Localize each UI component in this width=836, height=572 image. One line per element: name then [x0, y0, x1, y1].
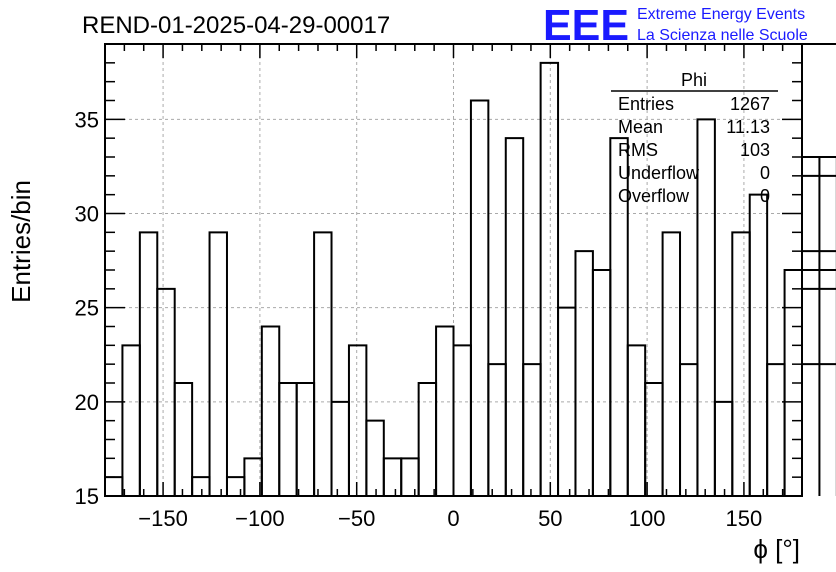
- stat-value: 11.13: [726, 117, 770, 137]
- y-tick-label: 25: [75, 296, 99, 321]
- eee-logo: EEE Extreme Energy Events La Scienza nel…: [543, 1, 808, 50]
- y-tick-label: 35: [75, 107, 99, 132]
- histogram-bin: [347, 344, 368, 496]
- histogram-bin: [557, 306, 577, 496]
- y-tick-label: 20: [75, 390, 99, 415]
- histogram-bin: [121, 344, 141, 496]
- histogram-bin: [208, 231, 228, 496]
- histogram-bin: [173, 382, 194, 496]
- histogram-bin: [696, 118, 716, 496]
- histogram-bin: [191, 476, 211, 496]
- histogram-bin: [504, 137, 525, 496]
- logo-line1: Extreme Energy Events: [637, 6, 805, 23]
- histogram-series: [104, 43, 836, 496]
- stat-label: Entries: [618, 94, 674, 114]
- y-tick-label: 30: [75, 202, 99, 227]
- histogram-bin: [661, 231, 682, 496]
- histogram-bin: [801, 156, 821, 496]
- histogram-bin: [295, 382, 316, 496]
- histogram-bin: [225, 476, 246, 496]
- histogram-bin: [400, 457, 420, 496]
- stat-label: Overflow: [618, 186, 690, 206]
- x-tick-labels: −150 −100 −50 0 50 100 150: [138, 506, 762, 531]
- histogram-bin: [679, 363, 699, 496]
- x-tick-label: 150: [726, 506, 763, 531]
- histogram-bin: [644, 382, 664, 496]
- histogram-bin: [382, 457, 403, 496]
- histogram-bin: [748, 193, 769, 496]
- histogram-bin: [539, 61, 560, 496]
- histogram-bin: [591, 269, 612, 496]
- histogram-bin: [260, 325, 281, 496]
- stats-box: Phi Entries 1267 Mean 11.13 RMS 103 Underflow 0…: [611, 70, 778, 206]
- histogram-bin: [731, 231, 751, 496]
- logo-line2: La Scienza nelle Scuole: [637, 27, 808, 44]
- x-tick-label: 0: [447, 506, 459, 531]
- stats-title: Phi: [681, 70, 707, 90]
- histogram-bin: [330, 400, 350, 496]
- histogram-bin: [574, 250, 594, 496]
- histogram-bin: [626, 344, 647, 496]
- stats-rows: Entries 1267 Mean 11.13 RMS 103 Underflow 0 Over…: [618, 94, 770, 206]
- histogram-bin: [522, 363, 542, 496]
- y-tick-labels: 15 20 25 30 35: [75, 107, 99, 509]
- x-tick-label: 100: [629, 506, 666, 531]
- axis-ticks: [105, 44, 802, 496]
- x-tick-label: 50: [538, 506, 562, 531]
- histogram-bin: [156, 287, 176, 496]
- stat-value: 103: [740, 140, 770, 160]
- x-tick-label: −150: [138, 506, 188, 531]
- stat-label: Underflow: [618, 163, 700, 183]
- stat-label: Mean: [618, 117, 663, 137]
- stat-value: 0: [760, 186, 770, 206]
- histogram-bin: [435, 325, 455, 496]
- histogram-bin: [609, 137, 629, 496]
- x-tick-label: −100: [235, 506, 285, 531]
- x-axis-label: ϕ [°]: [753, 534, 800, 564]
- histogram-bin: [138, 231, 159, 496]
- stat-value: 0: [760, 163, 770, 183]
- histogram-bin: [487, 363, 507, 496]
- y-axis-label: Entries/bin: [6, 180, 36, 303]
- histogram-bin: [452, 344, 472, 496]
- histogram-bin: [104, 476, 124, 496]
- histogram-bin: [469, 99, 490, 496]
- histogram-bin: [365, 419, 385, 496]
- x-tick-label: −50: [338, 506, 375, 531]
- histogram-bin: [713, 400, 734, 496]
- y-tick-label: 15: [75, 484, 99, 509]
- histogram-bin: [278, 382, 298, 496]
- chart-title: REND-01-2025-04-29-00017: [82, 12, 390, 39]
- stat-value: 1267: [730, 94, 770, 114]
- stat-label: RMS: [618, 140, 658, 160]
- histogram-bin: [313, 231, 333, 496]
- histogram-bin: [417, 382, 438, 496]
- logo-mark: EEE: [543, 1, 629, 50]
- histogram-bin: [766, 363, 786, 496]
